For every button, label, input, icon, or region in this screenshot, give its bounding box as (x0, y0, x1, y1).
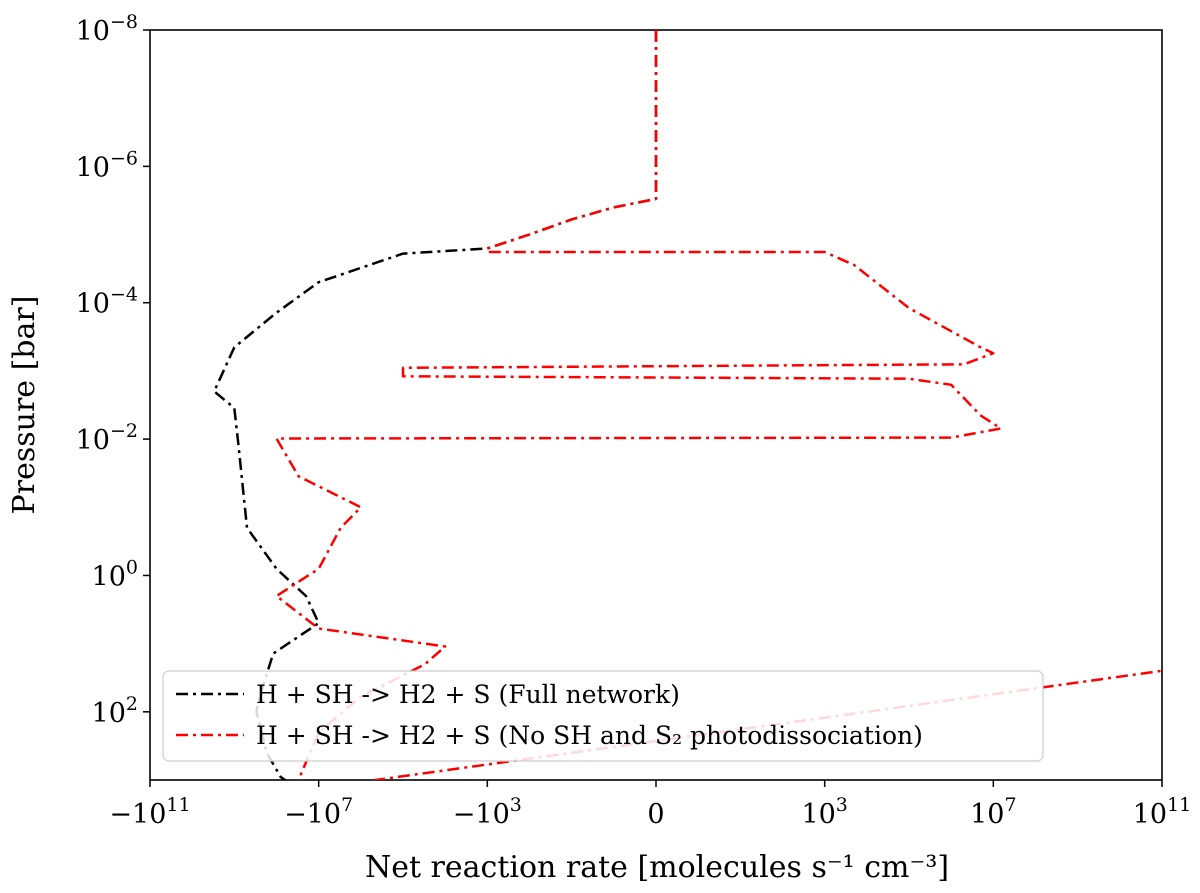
series-layer (212, 30, 1162, 780)
x-tick-label: 107 (970, 794, 1016, 830)
x-tick-label: 103 (801, 794, 847, 830)
legend-box (162, 670, 1044, 762)
plot-frame (149, 29, 1163, 781)
y-tick-label: 10−4 (76, 284, 138, 320)
legend-label-full-network: H + SH -> H2 + S (Full network) (256, 680, 680, 709)
series-line-no-photodissociation (275, 30, 1162, 780)
x-axis-label: Net reaction rate [molecules s⁻¹ cm⁻³] (365, 850, 949, 885)
y-ticks: 10−8 10−6 10−4 10−2 100 102 (76, 11, 150, 729)
x-tick-label: 1011 (1133, 794, 1192, 830)
y-tick-label: 100 (92, 556, 138, 592)
y-tick-label: 10−6 (76, 147, 138, 183)
x-tick-label: −103 (453, 794, 522, 830)
legend: H + SH -> H2 + S (Full network) H + SH -… (162, 670, 1044, 762)
y-tick-label: 10−2 (76, 420, 138, 456)
legend-label-no-photodissociation: H + SH -> H2 + S (No SH and S₂ photodiss… (256, 721, 923, 750)
x-tick-label: −107 (284, 794, 353, 830)
y-axis-label: Pressure [bar] (7, 296, 42, 515)
y-tick-label: 102 (92, 693, 138, 729)
x-tick-label: 0 (647, 799, 664, 830)
x-ticks: −1011 −107 −103 0 103 107 1011 (109, 780, 1191, 830)
x-tick-label: −1011 (109, 794, 190, 830)
y-tick-label: 10−8 (76, 11, 138, 47)
